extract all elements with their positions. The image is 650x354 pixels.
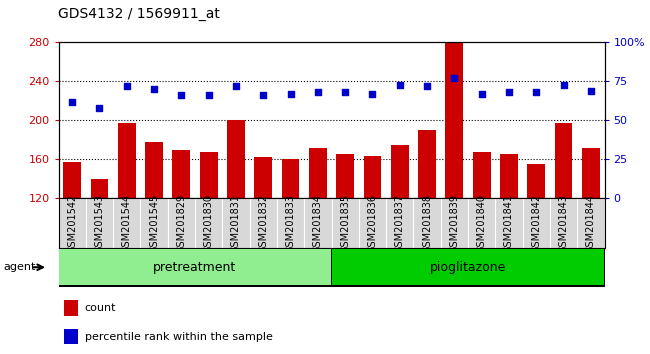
Point [231,83,241,89]
Point [258,93,268,98]
Point [313,90,323,95]
Point [558,82,569,87]
Text: GSM201832: GSM201832 [258,193,268,253]
Bar [554,123,573,198]
Text: GSM201842: GSM201842 [531,193,541,253]
Text: GSM201839: GSM201839 [449,194,460,252]
Bar [473,153,491,198]
Text: agent: agent [3,262,35,272]
Text: GSM201844: GSM201844 [586,194,596,252]
Bar [391,145,409,198]
Text: GSM201829: GSM201829 [176,193,187,253]
Point [449,75,460,81]
Point [203,93,214,98]
Point [285,91,296,97]
Point [422,83,432,89]
Bar [281,159,300,198]
Text: GSM201841: GSM201841 [504,194,514,252]
Text: GSM201835: GSM201835 [340,193,350,253]
Point [176,93,187,98]
Point [476,91,487,97]
Bar [254,157,272,198]
Bar [59,249,331,285]
Bar [172,149,190,198]
Text: pioglitazone: pioglitazone [430,261,506,274]
Point [586,88,596,93]
Bar [227,120,245,198]
Bar [63,162,81,198]
Text: percentile rank within the sample: percentile rank within the sample [84,332,272,342]
Bar [445,42,463,198]
Text: GSM201843: GSM201843 [558,194,569,252]
Text: GSM201836: GSM201836 [367,194,378,252]
Bar [145,142,163,198]
Point [149,86,159,92]
Bar [64,300,77,316]
Bar [90,179,109,198]
Bar [332,249,604,285]
Bar [527,164,545,198]
Text: count: count [84,303,116,313]
Text: GSM201837: GSM201837 [395,193,405,253]
Text: GSM201833: GSM201833 [285,194,296,252]
Bar [500,154,518,198]
Text: GSM201542: GSM201542 [67,193,77,253]
Bar [363,156,382,198]
Bar [336,154,354,198]
Bar [64,329,77,344]
Text: GSM201834: GSM201834 [313,194,323,252]
Text: GSM201840: GSM201840 [476,194,487,252]
Point [122,83,132,89]
Bar [118,123,136,198]
Point [340,90,350,95]
Bar [200,153,218,198]
Text: pretreatment: pretreatment [153,261,237,274]
Point [67,99,77,104]
Point [531,90,541,95]
Text: GDS4132 / 1569911_at: GDS4132 / 1569911_at [58,7,220,21]
Bar [418,130,436,198]
Text: GSM201543: GSM201543 [94,193,105,253]
Point [395,82,405,87]
Text: GSM201830: GSM201830 [203,194,214,252]
Bar [582,148,600,198]
Text: GSM201545: GSM201545 [149,193,159,253]
Bar [309,148,327,198]
Text: GSM201544: GSM201544 [122,193,132,253]
Point [504,90,514,95]
Text: GSM201831: GSM201831 [231,194,241,252]
Point [367,91,378,97]
Point [94,105,105,111]
Text: GSM201838: GSM201838 [422,194,432,252]
